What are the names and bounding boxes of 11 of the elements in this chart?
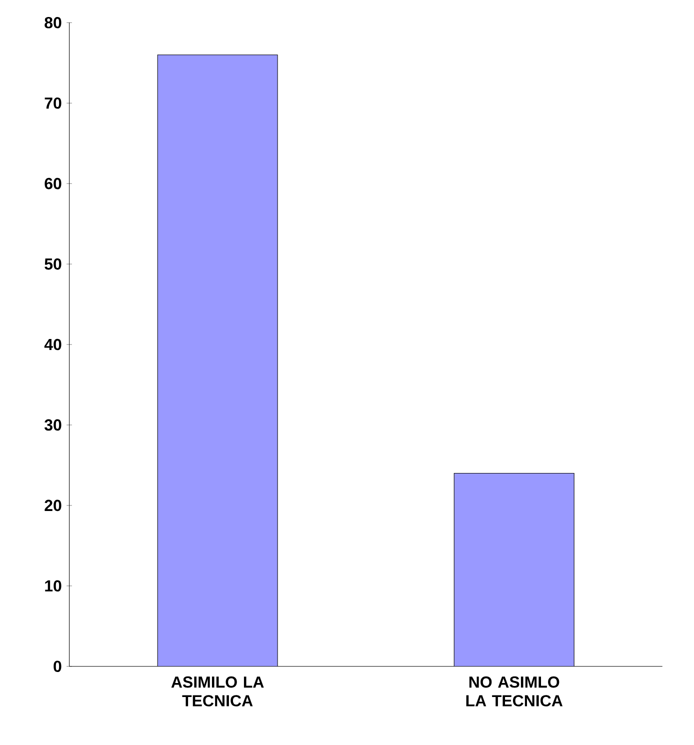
y-tick-label: 80 (44, 17, 62, 28)
y-tick-label: 50 (44, 258, 62, 270)
y-tick-label: 40 (44, 338, 62, 350)
y-tick-label: 0 (53, 660, 62, 672)
y-tick-label: 30 (44, 419, 62, 431)
x-tick-label: ASIMILO LA TECNICA (171, 676, 264, 706)
y-tick-label: 20 (44, 500, 62, 512)
x-tick-label: NO ASIMLO LA TECNICA (466, 676, 562, 706)
y-tick-label: 70 (44, 97, 62, 109)
y-tick-label: 10 (44, 580, 62, 592)
y-tick-label: 60 (44, 178, 62, 190)
